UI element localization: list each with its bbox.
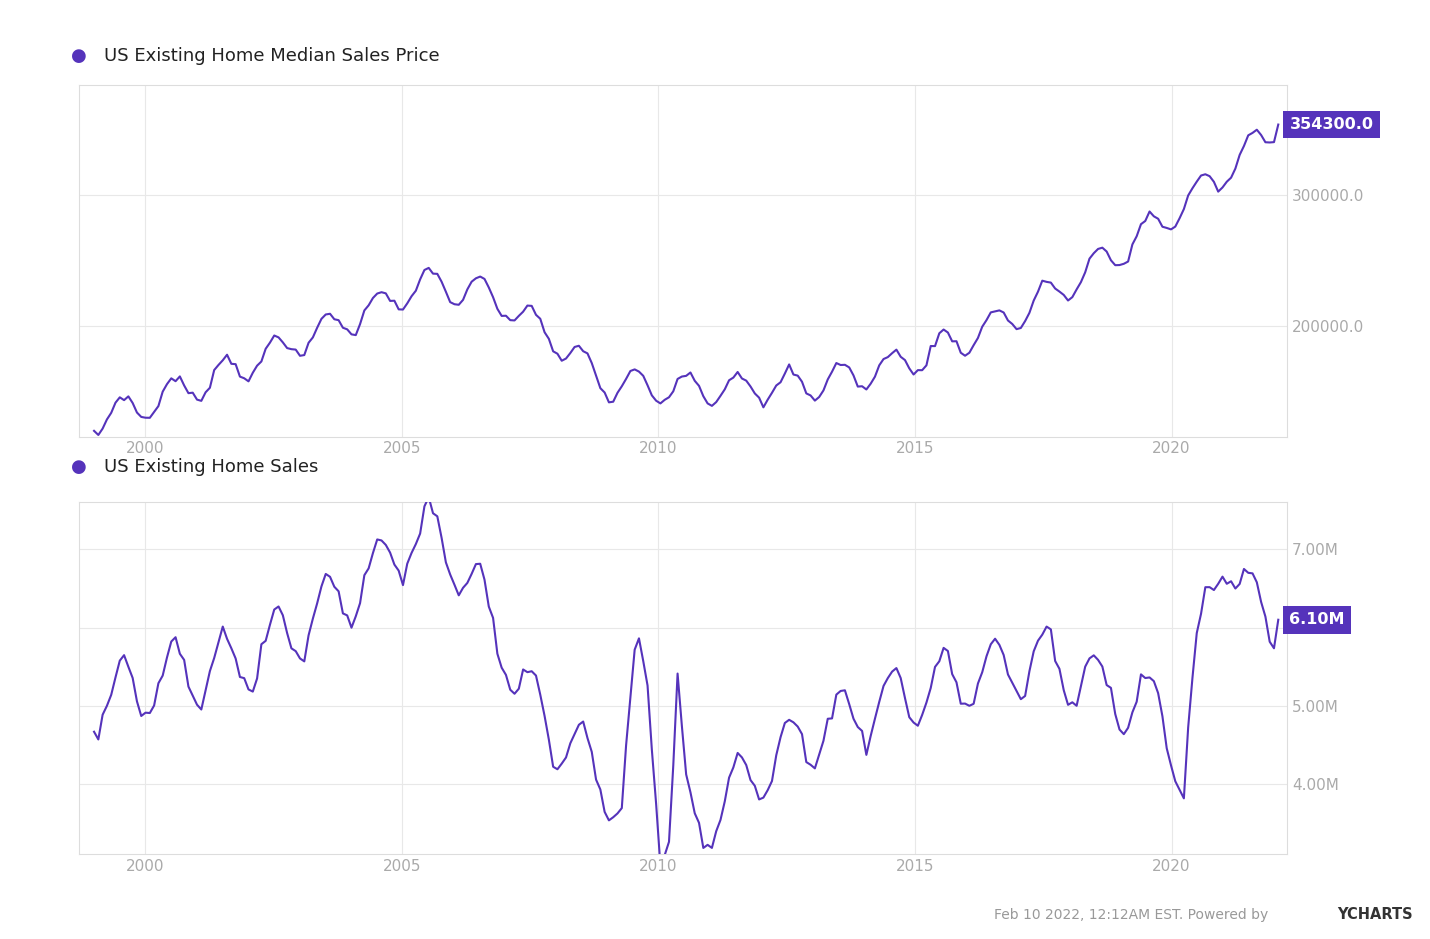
Text: Feb 10 2022, 12:12AM EST. Powered by: Feb 10 2022, 12:12AM EST. Powered by (994, 908, 1273, 922)
Text: US Existing Home Median Sales Price: US Existing Home Median Sales Price (104, 47, 440, 65)
Text: ●: ● (72, 47, 87, 65)
Text: ●: ● (72, 458, 87, 476)
Text: 354300.0: 354300.0 (1290, 117, 1373, 132)
Text: YCHARTS: YCHARTS (1337, 907, 1413, 922)
Text: US Existing Home Sales: US Existing Home Sales (104, 458, 319, 476)
Text: 6.10M: 6.10M (1290, 612, 1346, 627)
